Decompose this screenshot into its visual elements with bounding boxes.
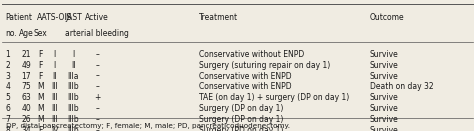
Text: –: –	[95, 115, 99, 124]
Text: 26: 26	[21, 115, 31, 124]
Text: M: M	[37, 82, 44, 91]
Text: IIIb: IIIb	[68, 115, 79, 124]
Text: Conservative with ENPD: Conservative with ENPD	[199, 72, 292, 81]
Text: Survive: Survive	[370, 93, 399, 102]
Text: AATS-OIS: AATS-OIS	[37, 13, 72, 22]
Text: IIIb: IIIb	[68, 126, 79, 131]
Text: F: F	[38, 50, 43, 59]
Text: –: –	[95, 82, 99, 91]
Text: 75: 75	[21, 82, 31, 91]
Text: Outcome: Outcome	[370, 13, 404, 22]
Text: F: F	[38, 72, 43, 81]
Text: 49: 49	[21, 61, 31, 70]
Text: 2: 2	[6, 61, 10, 70]
Text: Surgery (DP on day 1): Surgery (DP on day 1)	[199, 104, 283, 113]
Text: 5: 5	[6, 93, 10, 102]
Text: IIIb: IIIb	[68, 104, 79, 113]
Text: 63: 63	[21, 93, 31, 102]
Text: M: M	[37, 115, 44, 124]
Text: Survive: Survive	[370, 72, 399, 81]
Text: F: F	[38, 126, 43, 131]
Text: 8: 8	[6, 126, 10, 131]
Text: I: I	[54, 50, 55, 59]
Text: –: –	[95, 50, 99, 59]
Text: Conservative without ENPD: Conservative without ENPD	[199, 50, 304, 59]
Text: no.: no.	[6, 29, 18, 38]
Text: 34: 34	[21, 126, 31, 131]
Text: III: III	[51, 104, 58, 113]
Text: Sex: Sex	[33, 29, 47, 38]
Text: Survive: Survive	[370, 115, 399, 124]
Text: II: II	[71, 61, 76, 70]
Text: IV: IV	[51, 126, 58, 131]
Text: IIIa: IIIa	[68, 72, 79, 81]
Text: Patient: Patient	[6, 13, 33, 22]
Text: 6: 6	[6, 104, 10, 113]
Text: 21: 21	[21, 50, 31, 59]
Text: –: –	[95, 104, 99, 113]
Text: 3: 3	[6, 72, 10, 81]
Text: Death on day 32: Death on day 32	[370, 82, 433, 91]
Text: 7: 7	[6, 115, 10, 124]
Text: III: III	[51, 115, 58, 124]
Text: IIIb: IIIb	[68, 93, 79, 102]
Text: Conservative with ENPD: Conservative with ENPD	[199, 82, 292, 91]
Text: 1: 1	[6, 50, 10, 59]
Text: –: –	[95, 61, 99, 70]
Text: Surgery (PD on day 1): Surgery (PD on day 1)	[199, 126, 283, 131]
Text: M: M	[37, 104, 44, 113]
Text: Survive: Survive	[370, 104, 399, 113]
Text: DP, distal pancreatectomy; F, female; M, male; PD, pancreaticoduodenectomy.: DP, distal pancreatectomy; F, female; M,…	[6, 123, 290, 129]
Text: 4: 4	[6, 82, 10, 91]
Text: Survive: Survive	[370, 126, 399, 131]
Text: Survive: Survive	[370, 50, 399, 59]
Text: Surgery (suturing repair on day 1): Surgery (suturing repair on day 1)	[199, 61, 330, 70]
Text: –: –	[95, 126, 99, 131]
Text: Treatment: Treatment	[199, 13, 238, 22]
Text: M: M	[37, 93, 44, 102]
Text: I: I	[73, 50, 74, 59]
Text: Age: Age	[18, 29, 34, 38]
Text: III: III	[51, 82, 58, 91]
Text: TAE (on day 1) + surgery (DP on day 1): TAE (on day 1) + surgery (DP on day 1)	[199, 93, 349, 102]
Text: 17: 17	[21, 72, 31, 81]
Text: Active: Active	[85, 13, 109, 22]
Text: III: III	[51, 93, 58, 102]
Text: –: –	[95, 72, 99, 81]
Text: II: II	[52, 72, 57, 81]
Text: Surgery (DP on day 1): Surgery (DP on day 1)	[199, 115, 283, 124]
Text: +: +	[94, 93, 100, 102]
Text: 40: 40	[21, 104, 31, 113]
Text: IIIb: IIIb	[68, 82, 79, 91]
Text: F: F	[38, 61, 43, 70]
Text: Survive: Survive	[370, 61, 399, 70]
Text: JAST: JAST	[65, 13, 82, 22]
Text: arterial bleeding: arterial bleeding	[65, 29, 129, 38]
Text: I: I	[54, 61, 55, 70]
